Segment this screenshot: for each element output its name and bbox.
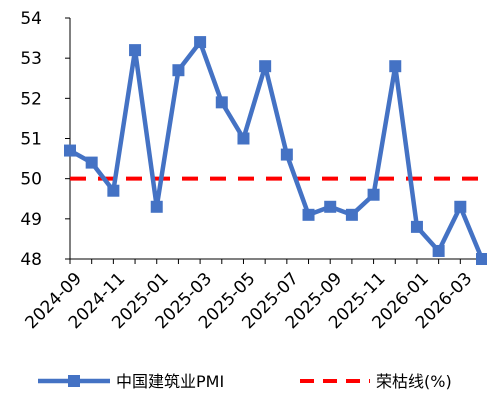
data-point [345, 208, 358, 221]
data-point [454, 200, 467, 213]
y-tick-label: 50 [20, 170, 42, 190]
data-point [150, 200, 163, 213]
data-point [280, 148, 293, 161]
series-line [68, 39, 485, 260]
data-point [476, 253, 487, 265]
y-tick-label: 51 [20, 130, 42, 150]
data-point [432, 244, 445, 257]
legend-series-marker [68, 375, 80, 387]
data-point [194, 36, 207, 49]
legend-reference-label: 荣枯线(%) [376, 372, 452, 391]
y-axis-ticks: 48 49 50 51 52 53 54 [20, 9, 70, 270]
y-tick-label: 54 [20, 9, 42, 29]
data-point [85, 156, 98, 169]
data-point [64, 144, 76, 157]
data-point [389, 60, 402, 73]
legend-series-label: 中国建筑业PMI [116, 372, 224, 391]
data-point [172, 64, 185, 77]
legend: 中国建筑业PMI 荣枯线(%) [38, 372, 452, 391]
y-tick-label: 53 [20, 49, 42, 69]
data-point [324, 200, 337, 213]
y-tick-label: 49 [20, 210, 42, 230]
data-point [237, 132, 250, 145]
x-axis-ticks: 2024-092024-112025-012025-032025-052025-… [22, 259, 483, 333]
data-point [129, 44, 142, 57]
y-tick-label: 52 [20, 89, 42, 109]
data-point [302, 208, 315, 221]
data-point [367, 188, 380, 201]
data-point [215, 96, 228, 109]
data-point [410, 220, 423, 233]
data-point [107, 184, 120, 197]
series-layer [64, 36, 487, 265]
y-tick-label: 48 [20, 250, 42, 270]
data-point [259, 60, 272, 73]
